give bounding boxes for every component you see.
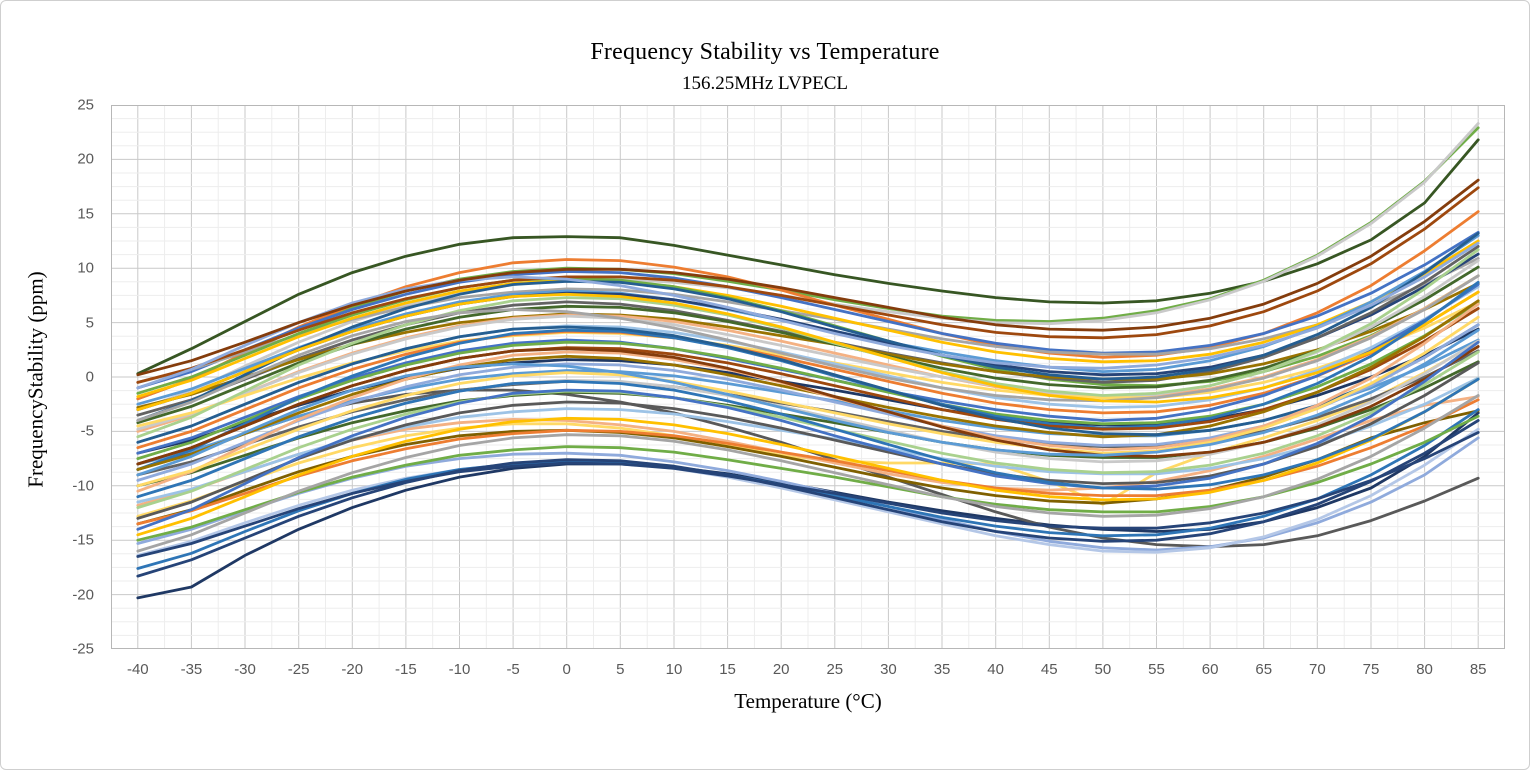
- x-tick-label: 0: [562, 661, 571, 678]
- series-line: [136, 377, 1480, 537]
- y-tick-label: 15: [77, 205, 94, 223]
- x-tick-label: 35: [933, 661, 951, 678]
- y-tick-label: 20: [77, 150, 94, 168]
- plot-area: [111, 105, 1505, 649]
- x-axis-title: Temperature (°C): [734, 689, 882, 713]
- x-tick-label: -35: [180, 661, 203, 678]
- x-tick-label: -40: [126, 661, 149, 678]
- x-tick-label: -10: [448, 661, 471, 678]
- x-tick-label: 85: [1469, 661, 1487, 678]
- series-line: [136, 241, 1480, 390]
- y-tick-label: -5: [80, 422, 94, 440]
- series-line: [136, 377, 1480, 499]
- plot-svg: [111, 105, 1505, 649]
- series-line: [136, 230, 1480, 390]
- x-tick-label: -5: [506, 661, 520, 678]
- x-tick-label: -25: [287, 661, 310, 678]
- x-tick-label: 60: [1201, 661, 1219, 678]
- y-tick-label: -25: [72, 640, 94, 658]
- x-tick-label: 45: [1040, 661, 1058, 678]
- y-tick-label: -20: [72, 586, 94, 604]
- x-tick-label: 5: [616, 661, 625, 678]
- series-line: [136, 274, 1480, 422]
- x-tick-label: 65: [1255, 661, 1273, 678]
- x-tick-label: -30: [234, 661, 256, 678]
- plot-border: [111, 105, 1505, 649]
- series-line: [136, 350, 1480, 510]
- x-tick-label: 30: [880, 661, 897, 678]
- y-tick-label: 10: [77, 259, 94, 277]
- series-line: [136, 323, 1480, 444]
- x-tick-label: 70: [1309, 661, 1326, 678]
- x-tick-label: -15: [395, 661, 417, 678]
- chart-subtitle: 156.25MHz LVPECL: [681, 73, 849, 94]
- series-line: [136, 315, 1480, 488]
- series-line: [136, 394, 1480, 553]
- series-line: [136, 431, 1480, 558]
- x-tick-label: 25: [826, 661, 844, 678]
- series-line: [136, 419, 1480, 578]
- x-tick-label: 50: [1094, 661, 1112, 678]
- x-tick-label: 20: [772, 661, 790, 678]
- series-line: [136, 328, 1480, 477]
- series-line: [136, 427, 1480, 557]
- x-tick-label: 75: [1362, 661, 1380, 678]
- series-line: [136, 239, 1480, 399]
- y-tick-label: -10: [72, 477, 94, 495]
- x-tick-label: 55: [1148, 661, 1165, 678]
- series-line: [136, 265, 1480, 425]
- y-tick-label: 25: [77, 96, 94, 114]
- x-tick-label: -20: [341, 661, 364, 678]
- x-tick-label: 40: [987, 661, 1004, 678]
- x-tick-label: 15: [719, 661, 736, 678]
- series-line: [136, 178, 1480, 377]
- series-line: [136, 231, 1480, 422]
- y-tick-label: -15: [72, 531, 94, 549]
- y-tick-label: 5: [85, 314, 94, 332]
- y-tick-label: 0: [85, 368, 94, 386]
- x-tick-label: 80: [1416, 661, 1433, 678]
- series-line: [136, 186, 1480, 384]
- series-line: [136, 340, 1480, 531]
- chart-title: Frequency Stability vs Temperature: [590, 39, 940, 65]
- series-line: [136, 290, 1480, 412]
- series-line: [136, 290, 1480, 450]
- x-tick-label: 10: [665, 661, 683, 678]
- series-line: [136, 345, 1480, 466]
- series-line: [136, 256, 1480, 384]
